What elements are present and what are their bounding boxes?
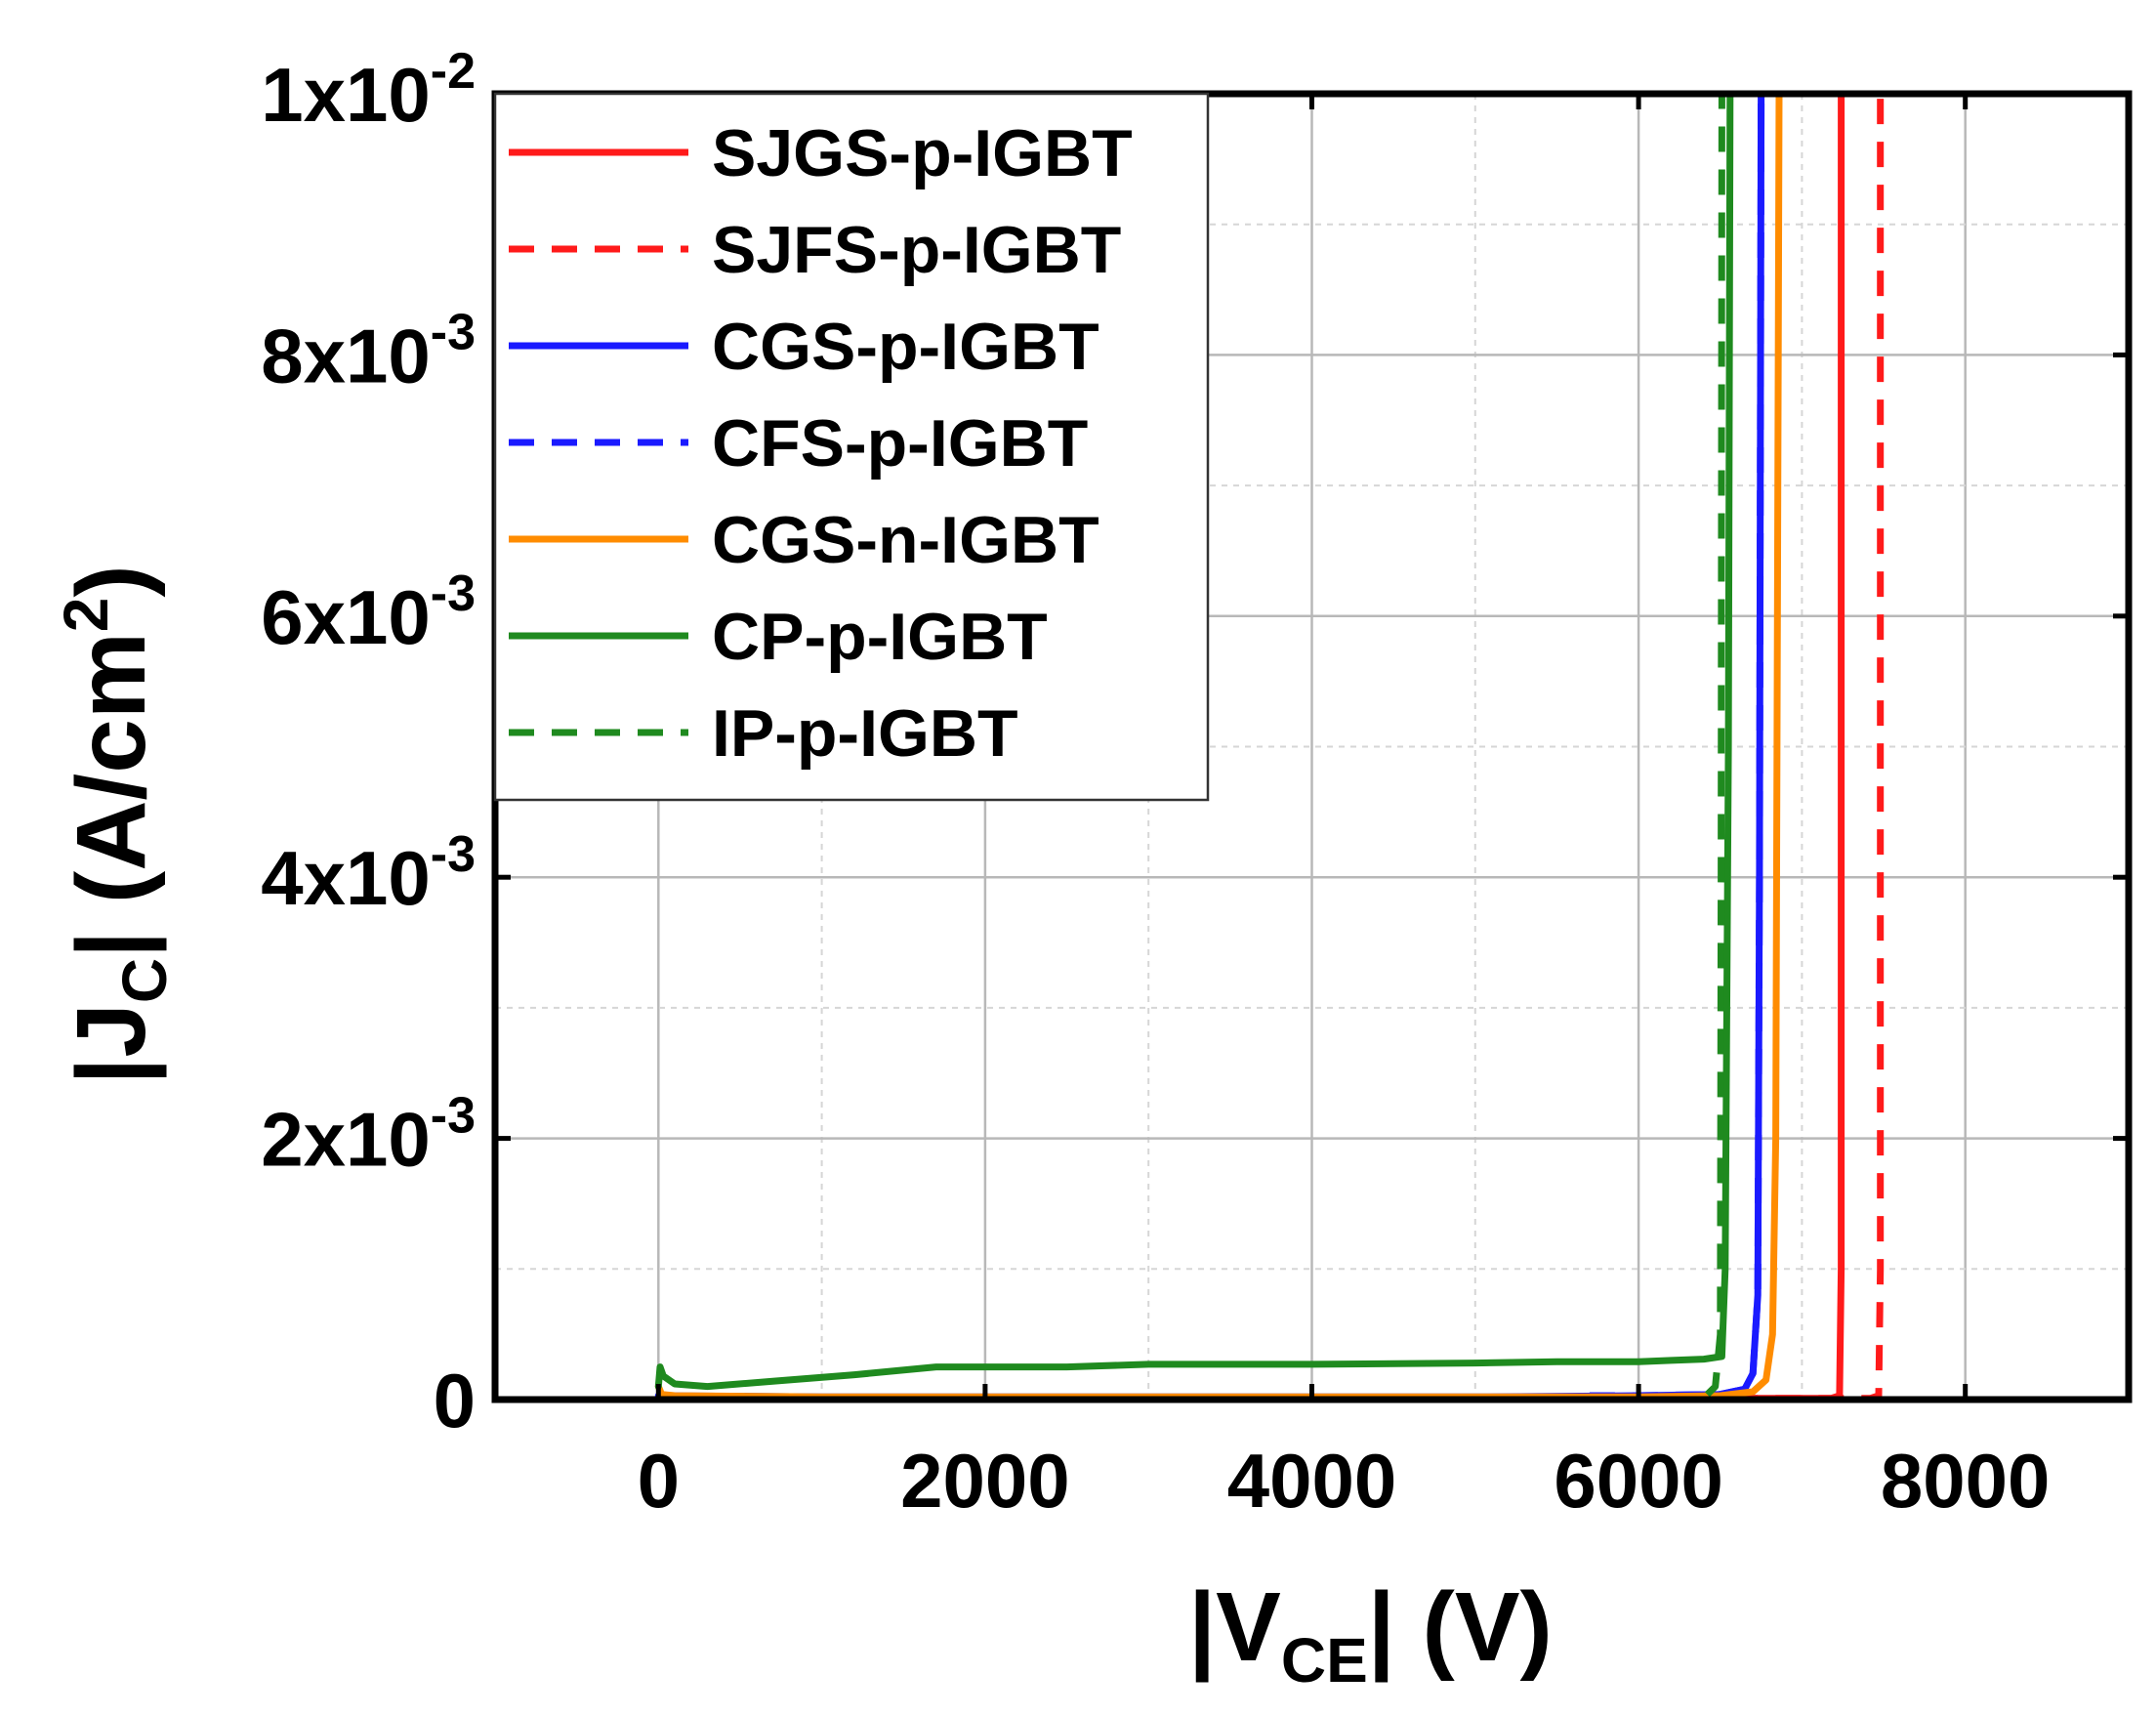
y-tick-exponent: -3	[431, 1088, 476, 1145]
legend-label: CP-p-IGBT	[712, 600, 1048, 674]
y-tick-mantissa: 4x10	[261, 835, 431, 921]
y-tick-exponent: -3	[431, 826, 476, 883]
series-line-cp-p-igbt	[654, 90, 1734, 1391]
ticks: 0 2000 4000 6000 800002x10-34x10-36x10-38x10…	[261, 43, 2129, 1524]
y-tick-mantissa: 1x10	[261, 52, 431, 138]
y-axis-title-end: )	[57, 565, 166, 597]
y-tick-mantissa: 6x10	[261, 574, 431, 660]
y-axis-title-sup: 2	[51, 598, 121, 633]
y-tick-label: 4x10-3	[261, 826, 476, 921]
y-tick-label: 1x10-2	[261, 43, 476, 138]
x-tick-label: 6000	[1554, 1438, 1723, 1524]
x-tick-label: 4000	[1227, 1438, 1397, 1524]
y-tick-exponent: -3	[431, 565, 476, 622]
y-tick-label: 0	[434, 1358, 476, 1444]
y-axis-title-sub: C	[109, 958, 180, 1003]
legend-label: CGS-p-IGBT	[712, 310, 1099, 384]
legend: SJGS-p-IGBT SJFS-p-IGBT CGS-p-IGBT CFS-p-IG…	[493, 92, 1210, 802]
y-tick-label: 8x10-3	[261, 304, 476, 398]
y-tick-exponent: -2	[431, 43, 476, 100]
y-axis-title: |JC| (A/cm2)	[51, 565, 180, 1084]
x-axis-title: |VCE| (V)	[1188, 1572, 1553, 1695]
legend-label: CFS-p-IGBT	[712, 406, 1088, 481]
x-tick-label: 2000	[900, 1438, 1070, 1524]
y-tick-mantissa: 2x10	[261, 1097, 431, 1183]
series-line-cfs-p-igbt	[1589, 93, 1765, 1400]
x-axis-title-suffix: | (V)	[1368, 1572, 1553, 1683]
legend-label: SJFS-p-IGBT	[712, 213, 1121, 287]
x-tick-label: 0	[638, 1438, 680, 1524]
y-tick-mantissa: 8x10	[261, 313, 431, 398]
legend-label: SJGS-p-IGBT	[712, 116, 1133, 190]
x-axis-title-sub: CE	[1281, 1625, 1368, 1695]
legend-label: IP-p-IGBT	[712, 696, 1018, 771]
y-axis-title-suffix: | (A/cm	[57, 632, 167, 958]
x-tick-label: 8000	[1881, 1438, 2051, 1524]
y-tick-exponent: -3	[431, 304, 476, 360]
series-line-ip-p-igbt	[1704, 93, 1725, 1398]
legend-label: CGS-n-IGBT	[712, 503, 1099, 577]
y-tick-label: 2x10-3	[261, 1088, 476, 1183]
y-tick-label: 6x10-3	[261, 565, 476, 660]
x-axis-title-prefix: |V	[1188, 1572, 1281, 1683]
legend-box	[493, 92, 1210, 802]
y-axis-title-prefix: |J	[57, 1003, 167, 1085]
